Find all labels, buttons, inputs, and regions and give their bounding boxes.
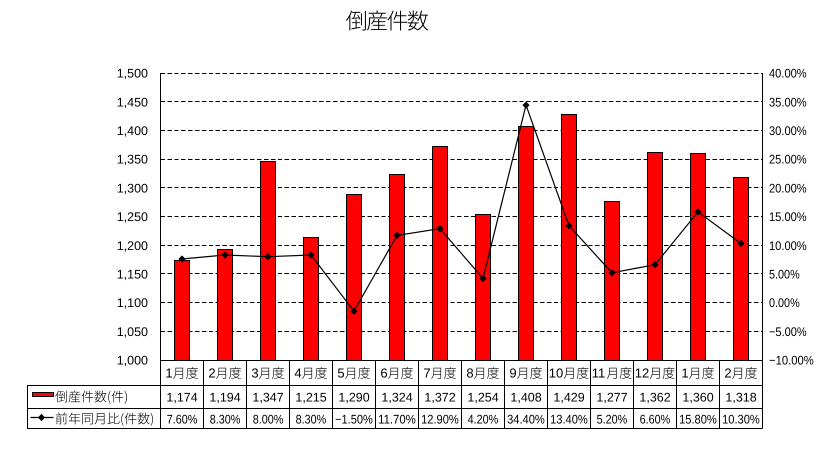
svg-text:−5.00%: −5.00% <box>769 325 807 339</box>
svg-text:12: 12 <box>635 366 649 381</box>
svg-text:1,050: 1,050 <box>117 325 148 339</box>
svg-text:8: 8 <box>466 366 473 381</box>
svg-text:1,277: 1,277 <box>596 391 627 405</box>
svg-text:13.40%: 13.40% <box>550 413 588 427</box>
svg-text:5: 5 <box>337 366 344 381</box>
svg-text:1,408: 1,408 <box>510 391 541 405</box>
svg-text:5.00%: 5.00% <box>769 268 800 282</box>
svg-text:1,000: 1,000 <box>117 354 148 368</box>
svg-text:11.70%: 11.70% <box>378 413 416 427</box>
svg-text:5.20%: 5.20% <box>597 413 628 427</box>
svg-text:1,318: 1,318 <box>725 391 756 405</box>
svg-text:15.00%: 15.00% <box>769 210 807 224</box>
svg-text:8.30%: 8.30% <box>210 413 241 427</box>
svg-text:0.00%: 0.00% <box>769 296 800 310</box>
svg-text:12.90%: 12.90% <box>421 413 459 427</box>
svg-text:40.00%: 40.00% <box>769 67 807 81</box>
svg-text:−10.00%: −10.00% <box>769 354 814 368</box>
svg-text:1,100: 1,100 <box>117 296 148 310</box>
svg-text:1,174: 1,174 <box>166 391 197 405</box>
svg-text:34.40%: 34.40% <box>507 413 545 427</box>
svg-text:15.80%: 15.80% <box>679 413 717 427</box>
svg-text:1,400: 1,400 <box>117 124 148 138</box>
svg-text:11: 11 <box>592 366 606 381</box>
svg-text:10: 10 <box>549 366 563 381</box>
svg-text:7: 7 <box>423 366 430 381</box>
svg-text:10.00%: 10.00% <box>769 239 807 253</box>
svg-text:1: 1 <box>681 366 688 381</box>
svg-text:1,350: 1,350 <box>117 153 148 167</box>
svg-text:3: 3 <box>251 366 258 381</box>
svg-text:2: 2 <box>724 366 731 381</box>
svg-text:25.00%: 25.00% <box>769 153 807 167</box>
svg-text:1,347: 1,347 <box>252 391 283 405</box>
svg-text:4: 4 <box>294 366 301 381</box>
svg-text:−1.50%: −1.50% <box>335 413 373 427</box>
svg-text:1,194: 1,194 <box>209 391 240 405</box>
svg-text:2: 2 <box>208 366 215 381</box>
svg-text:1,215: 1,215 <box>295 391 326 405</box>
svg-text:10.30%: 10.30% <box>722 413 760 427</box>
svg-text:1,360: 1,360 <box>682 391 713 405</box>
svg-text:1,150: 1,150 <box>117 268 148 282</box>
svg-text:1,324: 1,324 <box>381 391 412 405</box>
svg-text:1,362: 1,362 <box>639 391 670 405</box>
svg-text:9: 9 <box>509 366 516 381</box>
svg-text:20.00%: 20.00% <box>769 181 807 195</box>
svg-text:1,500: 1,500 <box>117 67 148 81</box>
svg-text:30.00%: 30.00% <box>769 124 807 138</box>
svg-text:1: 1 <box>165 366 172 381</box>
svg-text:1,450: 1,450 <box>117 95 148 109</box>
svg-text:1,290: 1,290 <box>338 391 369 405</box>
svg-text:8.30%: 8.30% <box>296 413 327 427</box>
svg-text:6.60%: 6.60% <box>640 413 671 427</box>
svg-text:7.60%: 7.60% <box>167 413 198 427</box>
svg-text:1,200: 1,200 <box>117 239 148 253</box>
svg-text:8.00%: 8.00% <box>253 413 284 427</box>
svg-text:6: 6 <box>380 366 387 381</box>
svg-text:1,250: 1,250 <box>117 210 148 224</box>
svg-text:1,254: 1,254 <box>467 391 498 405</box>
svg-text:4.20%: 4.20% <box>468 413 499 427</box>
svg-text:35.00%: 35.00% <box>769 95 807 109</box>
svg-text:1,300: 1,300 <box>117 181 148 195</box>
svg-text:1,372: 1,372 <box>424 391 455 405</box>
svg-text:1,429: 1,429 <box>553 391 584 405</box>
